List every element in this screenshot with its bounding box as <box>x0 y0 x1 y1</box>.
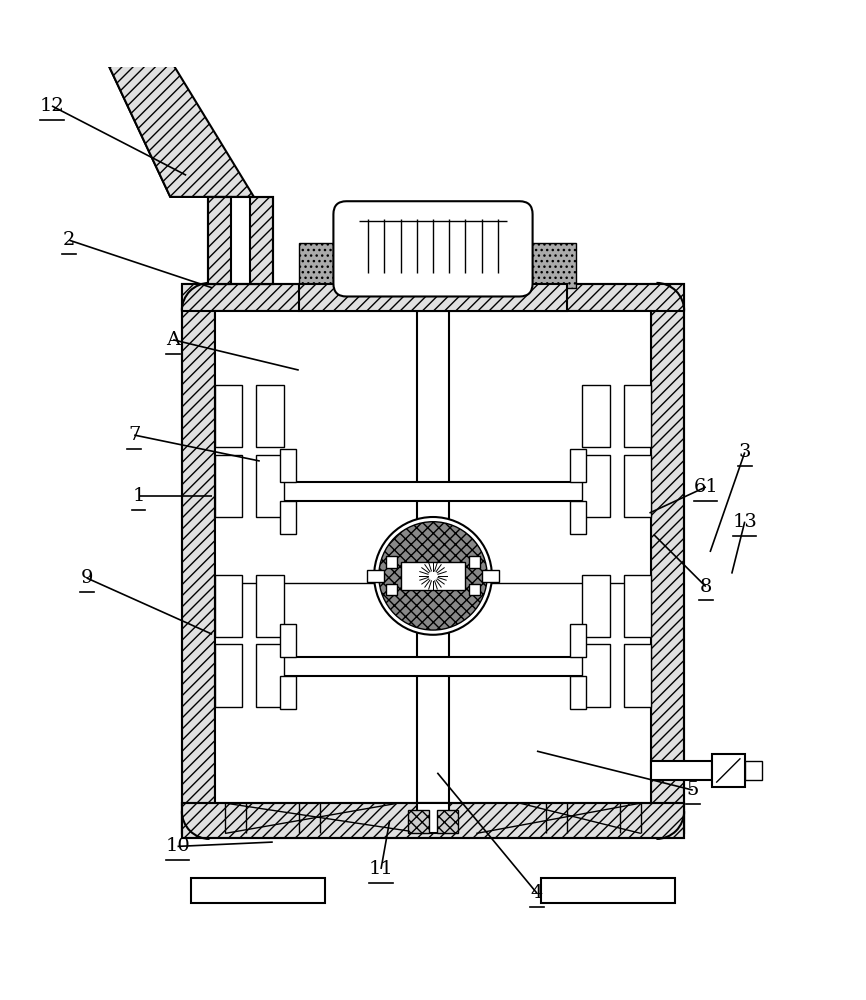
Bar <box>469 584 480 595</box>
Bar <box>582 455 610 517</box>
Bar <box>400 562 466 590</box>
Bar <box>745 761 762 780</box>
Bar <box>582 575 610 637</box>
Bar <box>299 243 385 288</box>
Bar <box>651 284 684 833</box>
Polygon shape <box>106 58 254 197</box>
Text: 7: 7 <box>128 426 140 444</box>
Bar <box>281 482 585 501</box>
Bar <box>624 385 651 447</box>
Bar <box>182 284 215 833</box>
Bar <box>624 644 651 707</box>
Bar <box>208 197 231 284</box>
Text: A: A <box>166 331 180 349</box>
Bar <box>281 676 296 709</box>
Bar <box>489 243 576 288</box>
Bar <box>417 803 449 833</box>
Text: 10: 10 <box>165 837 190 855</box>
Bar <box>215 311 651 810</box>
Text: 13: 13 <box>733 513 757 531</box>
Bar <box>469 556 480 568</box>
Bar <box>191 878 325 903</box>
Text: 2: 2 <box>63 231 75 249</box>
Bar <box>256 385 284 447</box>
Bar <box>437 810 458 833</box>
Polygon shape <box>106 58 249 197</box>
Bar <box>481 570 499 582</box>
Bar <box>386 584 397 595</box>
Text: 8: 8 <box>700 578 712 596</box>
Bar <box>182 803 684 838</box>
Bar <box>712 754 745 787</box>
Bar <box>386 556 397 568</box>
Bar <box>570 449 585 482</box>
Bar <box>299 284 567 311</box>
Text: 5: 5 <box>687 781 699 799</box>
Bar <box>281 449 296 482</box>
Text: 3: 3 <box>739 443 751 461</box>
Text: 4: 4 <box>531 884 543 902</box>
Bar <box>208 197 273 284</box>
Bar <box>215 385 242 447</box>
Circle shape <box>374 517 492 635</box>
Bar <box>256 455 284 517</box>
Bar <box>582 385 610 447</box>
Text: 11: 11 <box>369 860 393 878</box>
Bar <box>570 501 585 534</box>
Bar <box>215 455 242 517</box>
Bar <box>215 575 242 637</box>
Bar <box>256 575 284 637</box>
Bar <box>256 644 284 707</box>
Bar <box>215 644 242 707</box>
Bar <box>541 878 675 903</box>
Bar <box>570 676 585 709</box>
Bar <box>182 803 684 838</box>
Bar <box>624 575 651 637</box>
Bar <box>582 644 610 707</box>
Bar <box>182 810 684 833</box>
Bar <box>570 624 585 657</box>
Bar <box>417 311 449 810</box>
Bar <box>182 284 684 311</box>
Bar <box>281 657 585 676</box>
Bar <box>281 501 296 534</box>
Text: 61: 61 <box>694 478 718 496</box>
Bar <box>249 197 273 284</box>
Text: 1: 1 <box>132 487 145 505</box>
Bar <box>281 624 296 657</box>
Bar <box>651 761 712 780</box>
Circle shape <box>378 522 488 630</box>
Text: 9: 9 <box>81 569 93 587</box>
Bar <box>367 570 384 582</box>
Bar <box>624 455 651 517</box>
Bar <box>408 810 429 833</box>
FancyBboxPatch shape <box>333 201 533 296</box>
Text: 12: 12 <box>40 97 64 115</box>
